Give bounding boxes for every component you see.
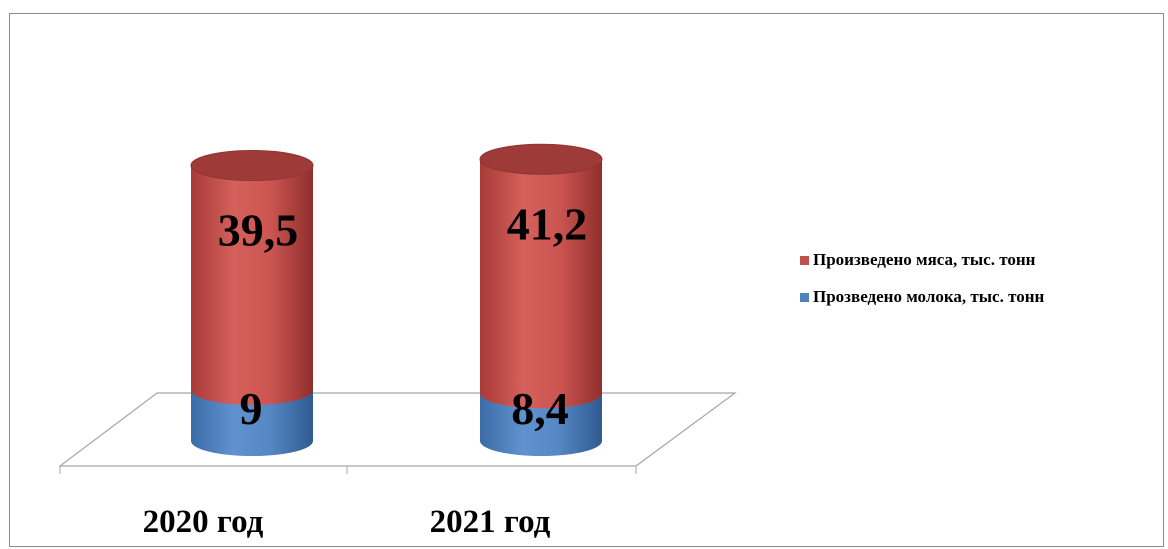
data-label-meat-0: 39,5	[218, 205, 299, 256]
legend-item-milk: Прозведено молока, тыс. тонн	[800, 287, 1044, 307]
category-label-1: 2021 год	[430, 504, 551, 540]
bar-meat-0	[191, 150, 313, 405]
legend-item-meat: Произведено мяса, тыс. тонн	[800, 250, 1044, 270]
bar-top-cap-0	[190, 150, 314, 182]
bar-top-cap-1	[479, 143, 603, 175]
chart-floor	[58, 392, 737, 467]
legend-label-meat: Произведено мяса, тыс. тонн	[813, 250, 1036, 269]
data-label-milk-1: 8,4	[511, 383, 569, 434]
legend-swatch-milk	[800, 292, 809, 302]
data-label-meat-1: 41,2	[507, 198, 588, 249]
legend-label-milk: Прозведено молока, тыс. тонн	[813, 287, 1045, 306]
category-label-0: 2020 год	[143, 504, 264, 540]
legend: Произведено мяса, тыс. тонн Прозведено м…	[800, 250, 1044, 324]
legend-swatch-meat	[800, 255, 809, 265]
bar-meat-1	[480, 144, 602, 409]
data-label-milk-0: 9	[240, 383, 263, 434]
